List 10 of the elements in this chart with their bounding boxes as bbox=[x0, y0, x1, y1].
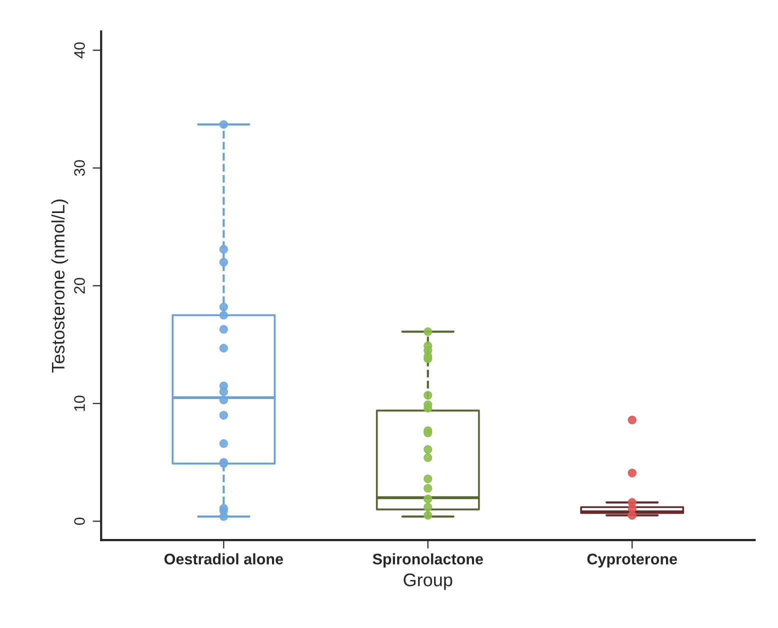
x-tick-label: Cyproterone bbox=[587, 554, 678, 568]
x-tick-label: Spironolactone bbox=[372, 553, 483, 568]
y-tick-label: 10 bbox=[74, 396, 85, 411]
y-tick-label: 0 bbox=[74, 518, 85, 525]
x-tick-label: Oestradiol alone bbox=[164, 553, 284, 564]
x-axis-title: Group bbox=[404, 574, 452, 590]
y-tick-label: 20 bbox=[74, 278, 85, 294]
y-tick-label: 40 bbox=[74, 42, 85, 58]
y-tick-label: 30 bbox=[74, 160, 85, 176]
y-axis-title: Testosterone (nmol/L) bbox=[51, 200, 68, 373]
